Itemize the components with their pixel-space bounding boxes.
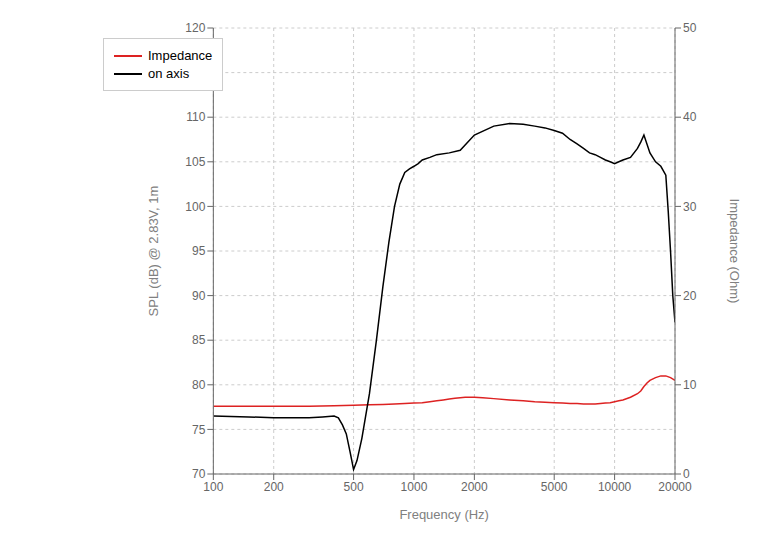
svg-text:120: 120 [185, 21, 205, 35]
svg-text:115: 115 [186, 66, 205, 80]
svg-text:90: 90 [192, 289, 206, 303]
svg-text:100: 100 [203, 480, 223, 494]
svg-text:SPL (dB) @ 2.83V, 1m: SPL (dB) @ 2.83V, 1m [146, 186, 161, 317]
svg-text:0: 0 [683, 467, 690, 481]
svg-text:5000: 5000 [541, 480, 568, 494]
svg-text:Frequency (Hz): Frequency (Hz) [399, 507, 489, 522]
svg-text:95: 95 [192, 244, 206, 258]
svg-text:Impedance (Ohm): Impedance (Ohm) [727, 199, 742, 304]
html-text:on axis: on axis [148, 66, 190, 81]
svg-text:200: 200 [264, 480, 284, 494]
svg-text:85: 85 [192, 333, 206, 347]
svg-text:110: 110 [186, 110, 205, 124]
svg-text:20: 20 [683, 289, 697, 303]
svg-text:105: 105 [185, 155, 205, 169]
svg-text:100: 100 [185, 200, 205, 214]
svg-text:40: 40 [683, 110, 697, 124]
svg-text:80: 80 [192, 378, 206, 392]
svg-text:30: 30 [683, 200, 697, 214]
html-text:Impedance: Impedance [148, 48, 213, 63]
svg-text:500: 500 [344, 480, 364, 494]
svg-text:1000: 1000 [401, 480, 428, 494]
svg-text:70: 70 [192, 467, 206, 481]
svg-text:10000: 10000 [598, 480, 632, 494]
svg-text:10: 10 [683, 378, 697, 392]
svg-text:50: 50 [683, 21, 697, 35]
svg-text:75: 75 [192, 423, 206, 437]
svg-text:2000: 2000 [461, 480, 488, 494]
svg-text:20000: 20000 [658, 480, 692, 494]
